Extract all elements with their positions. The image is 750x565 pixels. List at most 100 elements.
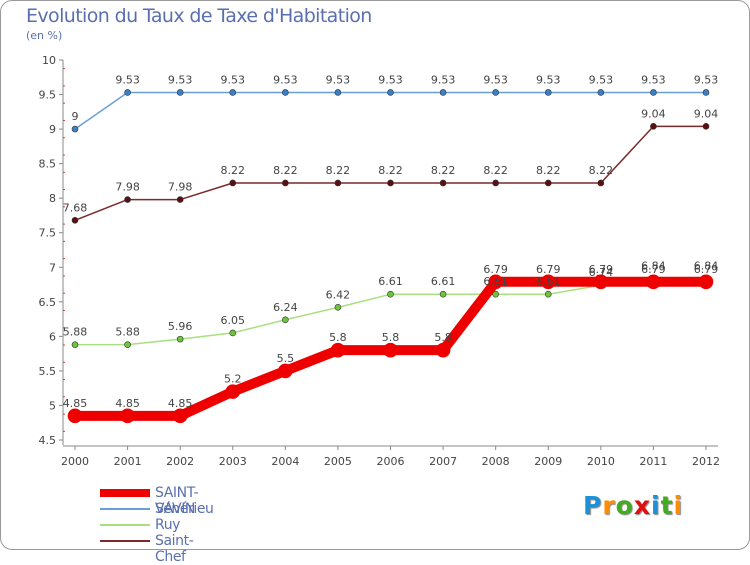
data-point-saint-chef (597, 179, 605, 187)
data-point-saint-chef (124, 196, 131, 203)
data-point-v-n-rieu (492, 89, 499, 96)
line-chart: 4.5 5 5.5 6 6.5 7 7.5 8 8.5 9 9.5 10 2000 2001 2002 200… (39, 54, 721, 468)
data-label-ruy: 6.61 (378, 275, 403, 288)
data-point-ruy (176, 335, 184, 343)
data-label-ruy: 6.74 (589, 266, 614, 279)
data-label-saint-savin: 6.79 (641, 263, 666, 276)
data-point-saint-chef (229, 179, 237, 187)
data-label-saint-savin: 6.79 (536, 263, 561, 276)
data-label-ruy: 5.96 (168, 320, 193, 333)
y-tick-label: 6 (49, 330, 56, 343)
x-tick-label: 2002 (166, 455, 194, 468)
data-label-saint-savin: 5.8 (434, 331, 452, 344)
y-tick-label: 8 (49, 192, 56, 205)
data-point-ruy (439, 290, 447, 298)
series-line-v-n-rieu (74, 91, 707, 130)
proxiti-logo: Proxiti (583, 491, 683, 520)
data-point-v-n-rieu (544, 89, 552, 96)
logo-letter: x (633, 491, 651, 520)
chart-subtitle: (en %) (26, 29, 63, 42)
data-point-saint-savin (67, 408, 83, 424)
data-label-saint-chef: 7.98 (115, 181, 140, 194)
y-tick-label: 5 (49, 399, 56, 412)
data-label-saint-chef: 8.22 (431, 164, 456, 177)
data-point-v-n-rieu (597, 89, 605, 96)
data-label-v-n-rieu: 9 (72, 110, 79, 123)
data-label-saint-chef: 8.22 (326, 164, 351, 177)
data-point-saint-savin (172, 408, 188, 424)
data-label-saint-savin: 5.8 (329, 331, 347, 344)
x-tick-label: 2004 (271, 455, 299, 468)
data-labels: 9 9.53 9.53 9.53 9.53 9.53 9.53 9.53 9.53 9.53 9.5… (63, 73, 719, 409)
data-label-v-n-rieu: 9.53 (431, 73, 456, 86)
data-label-v-n-rieu: 9.53 (221, 73, 246, 86)
data-point-ruy (334, 304, 342, 311)
data-point-v-n-rieu (334, 89, 342, 96)
data-point-saint-savin (540, 274, 556, 290)
data-point-ruy (229, 329, 237, 337)
data-label-ruy: 6.05 (221, 314, 246, 327)
x-tick-label: 2008 (482, 455, 510, 468)
data-label-v-n-rieu: 9.53 (168, 73, 193, 86)
data-label-ruy: 6.84 (694, 259, 719, 272)
chart-title: Evolution du Taux de Taxe d'Habitation (26, 5, 372, 27)
data-point-v-n-rieu (439, 89, 447, 96)
data-label-saint-savin: 6.79 (694, 263, 719, 276)
data-label-saint-chef: 8.22 (483, 164, 508, 177)
data-label-saint-savin: 4.85 (63, 397, 88, 410)
data-label-ruy: 6.42 (326, 288, 351, 301)
data-point-saint-savin (698, 274, 714, 290)
x-tick-label: 2005 (324, 455, 352, 468)
data-point-ruy (492, 290, 499, 298)
x-tick-label: 2000 (61, 455, 89, 468)
data-point-ruy (282, 316, 289, 324)
data-point-ruy (71, 341, 79, 348)
data-label-ruy: 6.61 (431, 275, 456, 288)
y-tick-label: 7.5 (39, 227, 57, 240)
data-point-saint-chef (702, 123, 710, 130)
data-point-v-n-rieu (124, 89, 131, 96)
data-point-ruy (124, 341, 131, 348)
data-label-v-n-rieu: 9.53 (694, 73, 719, 86)
data-label-saint-savin: 5.8 (382, 331, 400, 344)
data-point-saint-chef (176, 196, 184, 203)
data-label-v-n-rieu: 9.53 (326, 73, 351, 86)
legend-swatch-ruy (100, 524, 150, 526)
data-point-v-n-rieu (282, 89, 289, 96)
y-tick-label: 9.5 (39, 89, 57, 102)
data-label-v-n-rieu: 9.53 (536, 73, 561, 86)
legend-label-venerieu: Vénérieu (155, 501, 214, 517)
data-label-saint-chef: 8.22 (589, 164, 614, 177)
data-point-saint-chef (282, 179, 289, 187)
logo-letter: o (615, 491, 634, 520)
data-point-saint-savin (278, 363, 293, 379)
legend-label-ruy: Ruy (155, 517, 181, 533)
data-label-ruy: 6.84 (641, 259, 666, 272)
data-point-saint-savin (383, 342, 398, 358)
data-point-ruy (387, 290, 394, 298)
y-tick-label: 8.5 (39, 158, 57, 171)
data-label-v-n-rieu: 9.53 (589, 73, 614, 86)
data-point-v-n-rieu (229, 89, 237, 96)
data-label-saint-chef: 8.22 (273, 164, 298, 177)
x-tick-label: 2006 (377, 455, 405, 468)
x-tick-label: 2009 (534, 455, 562, 468)
data-label-ruy: 5.88 (63, 326, 88, 339)
data-label-v-n-rieu: 9.53 (273, 73, 298, 86)
data-point-saint-savin (120, 408, 135, 424)
data-point-saint-savin (435, 342, 451, 358)
data-label-saint-chef: 7.68 (63, 201, 88, 214)
data-label-saint-savin: 6.79 (483, 263, 508, 276)
x-tick-label: 2010 (587, 455, 615, 468)
data-point-saint-chef (492, 179, 499, 187)
y-tick-label: 5.5 (39, 365, 57, 378)
series-layer (67, 89, 714, 424)
data-point-saint-savin (488, 274, 503, 290)
data-point-saint-savin (330, 342, 346, 358)
data-label-saint-chef: 8.22 (536, 164, 561, 177)
logo-letter: P (583, 491, 603, 520)
legend-label-saint-savin: SAINT-SAVIN (155, 485, 199, 517)
legend-swatch-venerieu (100, 508, 150, 510)
plot-area (63, 55, 718, 445)
x-tick-label: 2011 (639, 455, 667, 468)
